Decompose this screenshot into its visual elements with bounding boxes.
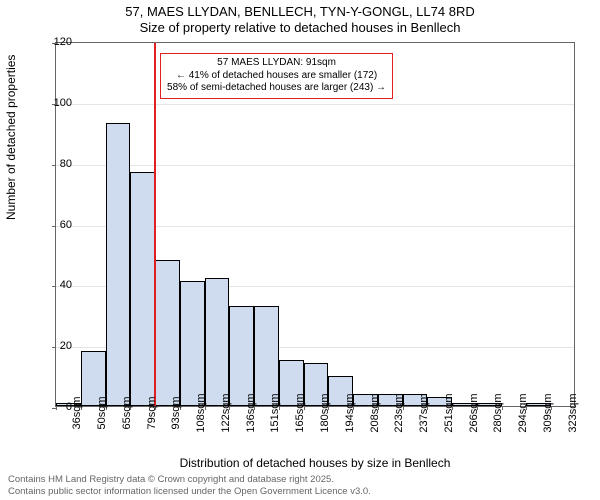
x-tick-label: 237sqm <box>418 393 430 432</box>
title-line-2: Size of property relative to detached ho… <box>0 20 600 36</box>
x-axis-label: Distribution of detached houses by size … <box>55 456 575 470</box>
title-line-1: 57, MAES LLYDAN, BENLLECH, TYN-Y-GONGL, … <box>0 4 600 20</box>
x-tick-label: 323sqm <box>567 393 579 432</box>
y-tick-label: 80 <box>42 158 72 170</box>
x-tick-label: 309sqm <box>542 393 554 432</box>
x-tick-label: 208sqm <box>369 393 381 432</box>
histogram-bar <box>180 281 205 406</box>
x-tick-label: 294sqm <box>517 393 529 432</box>
histogram-bar <box>254 306 279 406</box>
x-tick-label: 194sqm <box>344 393 356 432</box>
x-tick-label: 223sqm <box>393 393 405 432</box>
annotation-line-2: ← 41% of detached houses are smaller (17… <box>167 70 386 83</box>
footer-line-2: Contains public sector information licen… <box>8 486 371 497</box>
x-tick-label: 122sqm <box>220 393 232 432</box>
gridline <box>56 165 574 166</box>
gridline <box>56 104 574 105</box>
x-tick-label: 280sqm <box>492 393 504 432</box>
y-tick-label: 40 <box>42 279 72 291</box>
x-tick-label: 65sqm <box>121 396 133 429</box>
x-tick-label: 251sqm <box>443 393 455 432</box>
y-axis-label: Number of detached properties <box>4 55 18 220</box>
histogram-plot: 57 MAES LLYDAN: 91sqm← 41% of detached h… <box>55 42 575 407</box>
histogram-bar <box>205 278 230 406</box>
y-tick-label: 60 <box>42 219 72 231</box>
y-tick-label: 120 <box>42 36 72 48</box>
x-tick-label: 151sqm <box>269 393 281 432</box>
x-tick-label: 93sqm <box>170 396 182 429</box>
x-tick-label: 79sqm <box>146 396 158 429</box>
annotation-box: 57 MAES LLYDAN: 91sqm← 41% of detached h… <box>160 53 393 99</box>
histogram-bar <box>106 123 131 406</box>
attribution-footer: Contains HM Land Registry data © Crown c… <box>8 474 371 497</box>
annotation-line-1: 57 MAES LLYDAN: 91sqm <box>167 57 386 70</box>
x-tick-label: 50sqm <box>96 396 108 429</box>
histogram-bar <box>130 172 155 406</box>
x-tick-label: 136sqm <box>245 393 257 432</box>
y-tick-label: 100 <box>42 97 72 109</box>
annotation-line-3: 58% of semi-detached houses are larger (… <box>167 82 386 95</box>
property-marker-line <box>154 43 156 406</box>
footer-line-1: Contains HM Land Registry data © Crown c… <box>8 474 371 485</box>
x-tick-label: 266sqm <box>468 393 480 432</box>
histogram-bar <box>155 260 180 406</box>
histogram-bar <box>229 306 254 406</box>
y-tick-label: 20 <box>42 340 72 352</box>
x-tick-label: 180sqm <box>319 393 331 432</box>
chart-title: 57, MAES LLYDAN, BENLLECH, TYN-Y-GONGL, … <box>0 0 600 37</box>
x-tick-label: 165sqm <box>294 393 306 432</box>
y-tick-label: 0 <box>42 401 72 413</box>
x-tick-label: 36sqm <box>71 396 83 429</box>
x-tick-label: 108sqm <box>195 393 207 432</box>
